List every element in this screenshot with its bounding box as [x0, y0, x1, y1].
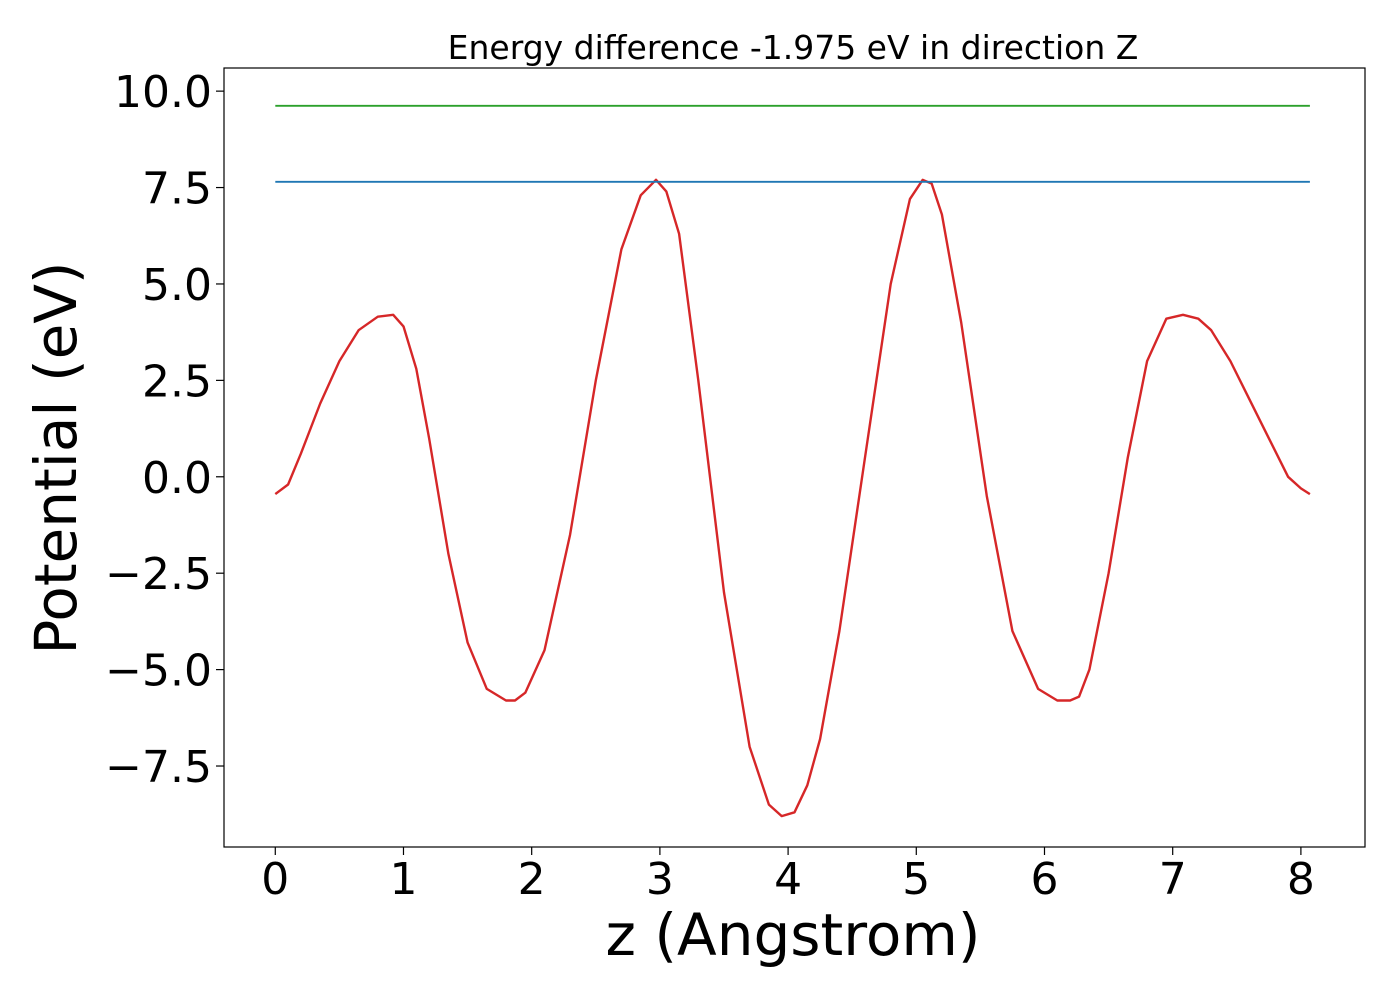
- x-ticks: 0 1 2 3 4 5 6 7 8: [261, 847, 1315, 905]
- series-layer: [274, 104, 1311, 818]
- x-axis-label: z (Angstrom): [606, 901, 981, 969]
- x-tick-label: 8: [1287, 854, 1315, 905]
- x-tick-label: 0: [261, 854, 289, 905]
- y-tick-label: 0.0: [142, 453, 212, 504]
- x-tick-label: 5: [902, 854, 930, 905]
- y-axis-label: Potential (eV): [22, 261, 90, 654]
- plot-frame: [223, 67, 1366, 848]
- y-tick-label: 7.5: [142, 164, 212, 215]
- x-tick-label: 6: [1030, 854, 1058, 905]
- y-tick-label: 5.0: [142, 260, 212, 311]
- x-tick-label: 2: [518, 854, 546, 905]
- y-tick-label: −7.5: [105, 742, 212, 793]
- y-tick-label: −5.0: [105, 646, 212, 697]
- chart-title: Energy difference -1.975 eV in direction…: [448, 28, 1139, 67]
- x-tick-label: 1: [389, 854, 417, 905]
- y-tick-label: 2.5: [142, 356, 212, 407]
- y-tick-label: −2.5: [105, 549, 212, 600]
- x-tick-label: 7: [1159, 854, 1187, 905]
- x-tick-label: 3: [646, 854, 674, 905]
- y-ticks: 10.0 7.5 5.0 2.5 0.0 −2.5 −5.0 −7.5: [105, 67, 224, 793]
- x-tick-label: 4: [774, 854, 802, 905]
- series-line-0: [274, 178, 1311, 818]
- y-tick-label: 10.0: [114, 67, 212, 118]
